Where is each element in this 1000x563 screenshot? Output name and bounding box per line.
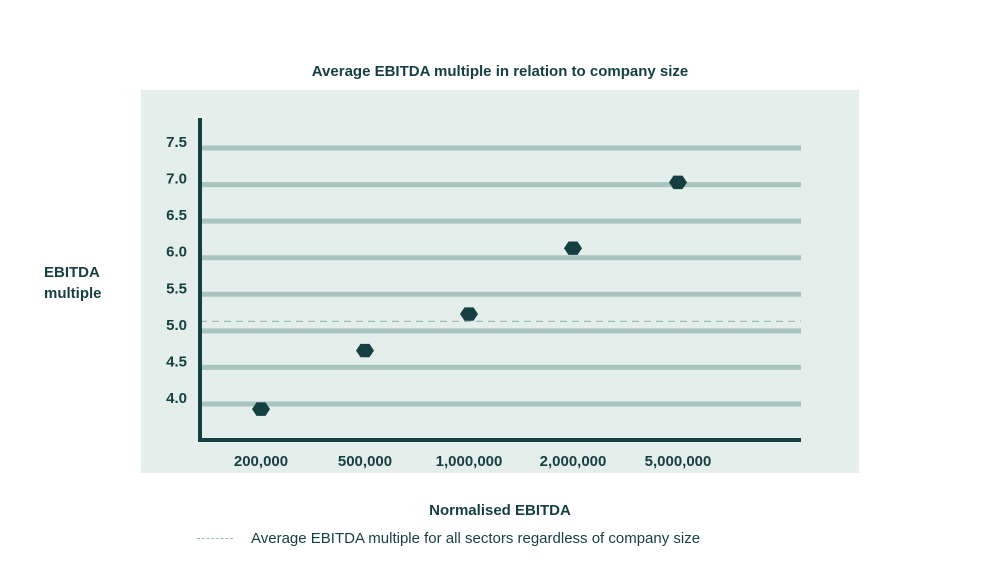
y-axis-label: EBITDA multiple xyxy=(44,262,102,304)
x-tick-label: 2,000,000 xyxy=(540,453,607,470)
x-tick-label: 5,000,000 xyxy=(645,453,712,470)
chart-title: Average EBITDA multiple in relation to c… xyxy=(311,63,689,80)
y-axis-label-line-1: EBITDA xyxy=(44,264,100,281)
x-tick-label: 200,000 xyxy=(234,453,288,470)
legend-label: Average EBITDA multiple for all sectors … xyxy=(251,530,701,547)
data-point-marker xyxy=(669,175,687,190)
y-tick-label: 6.0 xyxy=(166,244,187,261)
data-point-marker xyxy=(564,241,582,255)
y-tick-labels: 4.0 4.5 5.0 5.5 6.0 6.5 7.0 7.5 xyxy=(166,134,187,407)
x-axis-label: Normalised EBITDA xyxy=(429,502,571,519)
y-tick-label: 7.5 xyxy=(166,134,187,151)
data-point-marker xyxy=(356,343,374,358)
gridlines xyxy=(200,145,801,407)
y-tick-label: 5.0 xyxy=(166,317,187,334)
y-tick-label: 7.0 xyxy=(166,171,187,188)
data-points xyxy=(252,175,687,416)
legend: Average EBITDA multiple for all sectors … xyxy=(197,530,700,547)
y-tick-label: 6.5 xyxy=(166,207,187,224)
legend-dashed-swatch xyxy=(197,538,233,539)
y-tick-label: 4.0 xyxy=(166,390,187,407)
x-tick-label: 500,000 xyxy=(338,453,392,470)
y-axis-label-line-2: multiple xyxy=(44,285,102,302)
x-tick-labels: 200,000 500,000 1,000,000 2,000,000 5,000,00… xyxy=(234,453,711,470)
data-point-marker xyxy=(460,307,478,321)
y-tick-label: 4.5 xyxy=(166,353,187,370)
data-point-marker xyxy=(252,402,270,416)
x-tick-label: 1,000,000 xyxy=(436,453,503,470)
y-tick-label: 5.5 xyxy=(166,280,187,297)
